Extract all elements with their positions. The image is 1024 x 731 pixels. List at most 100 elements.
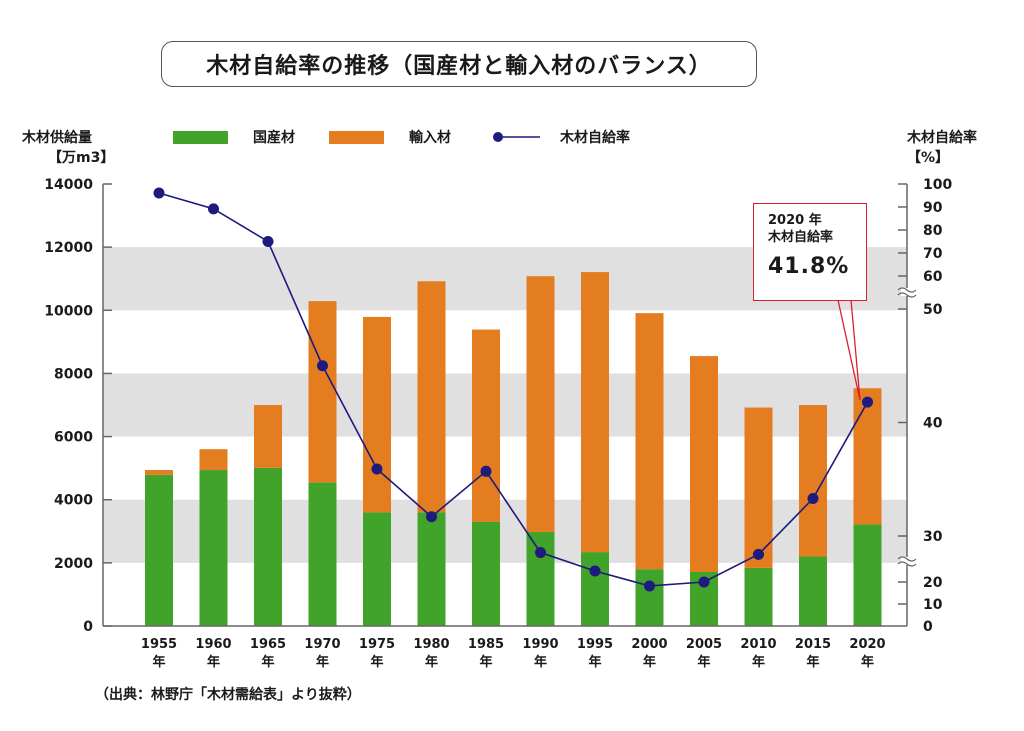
right-axis-title: 木材自給率 【%】 (907, 128, 977, 168)
x-tick-label-1990: 1990 年 (516, 636, 566, 672)
legend-imported: 輸入材 (329, 127, 451, 147)
bar-domestic-1955 (145, 474, 173, 626)
legend-label-rate: 木材自給率 (560, 130, 630, 146)
bar-imported-2010 (744, 407, 773, 568)
callout-box: 2020 年 木材自給率 41.8% (753, 203, 867, 301)
x-tick-label-2015: 2015 年 (788, 636, 838, 672)
right-tick-label: 60 (923, 269, 943, 285)
bar-imported-1980 (417, 281, 446, 513)
right-axis-title-line1: 木材自給率 (907, 130, 977, 146)
bar-imported-2000 (635, 313, 664, 570)
right-tick-label: 80 (923, 223, 943, 239)
legend-swatch-imported (329, 130, 384, 144)
bar-domestic-2015 (799, 556, 827, 626)
bar-domestic-1990 (526, 531, 555, 626)
x-tick-label-1995: 1995 年 (570, 636, 620, 672)
x-tick-suffix: 年 (860, 655, 874, 670)
left-tick-label: 6000 (54, 430, 93, 446)
x-tick-label-2020: 2020 年 (843, 636, 893, 672)
left-tick-label: 0 (83, 619, 93, 635)
source-note: （出典：林野庁「木材需給表」より抜粋） (95, 687, 361, 703)
callout-year: 2020 年 (768, 213, 822, 228)
bar-imported-1955 (145, 470, 173, 475)
bar-domestic-1970 (308, 482, 337, 626)
x-tick-suffix: 年 (370, 655, 384, 670)
rate-point-2015 (807, 493, 819, 505)
x-tick-suffix: 年 (424, 655, 438, 670)
x-tick-year: 2015 (794, 637, 832, 652)
x-tick-label-2000: 2000 年 (625, 636, 675, 672)
rate-line (158, 192, 869, 587)
x-tick-year: 1960 (195, 637, 232, 652)
x-tick-label-1980: 1980 年 (407, 636, 457, 672)
bar-imported-1960 (199, 449, 228, 471)
left-tick-label: 10000 (44, 303, 93, 319)
rate-point-1995 (589, 565, 601, 577)
x-tick-year: 1955 (140, 637, 178, 652)
rate-point-1955 (153, 187, 165, 199)
x-tick-year: 1990 (522, 637, 559, 652)
x-tick-year: 1985 (467, 637, 505, 652)
right-tick-label: 30 (923, 529, 943, 545)
rate-point-2000 (644, 580, 655, 592)
x-tick-label-2010: 2010 年 (734, 636, 784, 672)
left-tick-label: 12000 (44, 240, 93, 256)
grid-band (103, 499, 907, 563)
legend-swatch-domestic (173, 130, 228, 144)
callout-value: 41.8% (768, 254, 850, 279)
bar-imported-1985 (472, 329, 500, 522)
x-tick-year: 1965 (249, 637, 287, 652)
x-tick-suffix: 年 (697, 655, 711, 670)
x-tick-suffix: 年 (206, 655, 220, 670)
x-tick-label-1965: 1965 年 (243, 636, 293, 672)
rate-point-1975 (371, 463, 383, 475)
rate-point-2020 (862, 396, 873, 408)
right-tick-label: 70 (923, 246, 943, 262)
x-tick-year: 2005 (685, 637, 723, 652)
right-axis-title-line2: 【%】 (907, 150, 950, 166)
right-tick-label: 50 (923, 302, 943, 318)
x-tick-suffix: 年 (315, 655, 329, 670)
x-tick-suffix: 年 (152, 655, 166, 670)
bar-imported-2005 (690, 356, 718, 573)
right-tick-label: 10 (923, 597, 943, 613)
x-tick-year: 2010 (740, 637, 777, 652)
legend-line-marker-icon (493, 132, 540, 142)
bar-imported-1975 (363, 316, 391, 513)
callout-tail (837, 299, 861, 401)
bar-imported-1965 (254, 405, 282, 468)
left-tick-label: 8000 (54, 366, 93, 382)
left-axis-title: 木材供給量 【万m3】 (22, 128, 114, 168)
x-tick-year: 1970 (304, 637, 341, 652)
bar-domestic-2010 (744, 567, 773, 626)
bar-domestic-2020 (853, 524, 882, 626)
rate-point-1960 (208, 203, 219, 215)
rate-point-2010 (753, 548, 764, 560)
rate-point-1980 (426, 511, 437, 523)
bar-imported-1970 (308, 301, 337, 483)
x-tick-year: 2020 (849, 637, 886, 652)
right-tick-label: 90 (923, 200, 943, 216)
right-tick-label: 40 (923, 416, 943, 432)
bar-domestic-1985 (472, 521, 500, 626)
left-tick-label: 4000 (54, 493, 93, 509)
x-tick-label-1970: 1970 年 (298, 636, 348, 672)
bar-domestic-1960 (199, 470, 228, 626)
x-tick-suffix: 年 (479, 655, 493, 670)
x-tick-year: 1980 (413, 637, 450, 652)
x-tick-suffix: 年 (533, 655, 547, 670)
bar-imported-2020 (853, 388, 882, 525)
legend-domestic: 国産材 (173, 127, 295, 147)
rate-point-1985 (480, 465, 492, 477)
right-tick-label: 20 (923, 575, 943, 591)
x-tick-label-1960: 1960 年 (189, 636, 239, 672)
x-tick-label-1985: 1985 年 (461, 636, 511, 672)
x-tick-year: 2000 (631, 637, 668, 652)
axis-break-mark (897, 561, 917, 567)
x-tick-suffix: 年 (261, 655, 275, 670)
x-tick-suffix: 年 (642, 655, 656, 670)
left-axis-title-line1: 木材供給量 (22, 130, 92, 146)
legend-label-domestic: 国産材 (253, 130, 295, 146)
rate-point-1990 (535, 547, 546, 559)
left-tick-label: 2000 (54, 556, 93, 572)
